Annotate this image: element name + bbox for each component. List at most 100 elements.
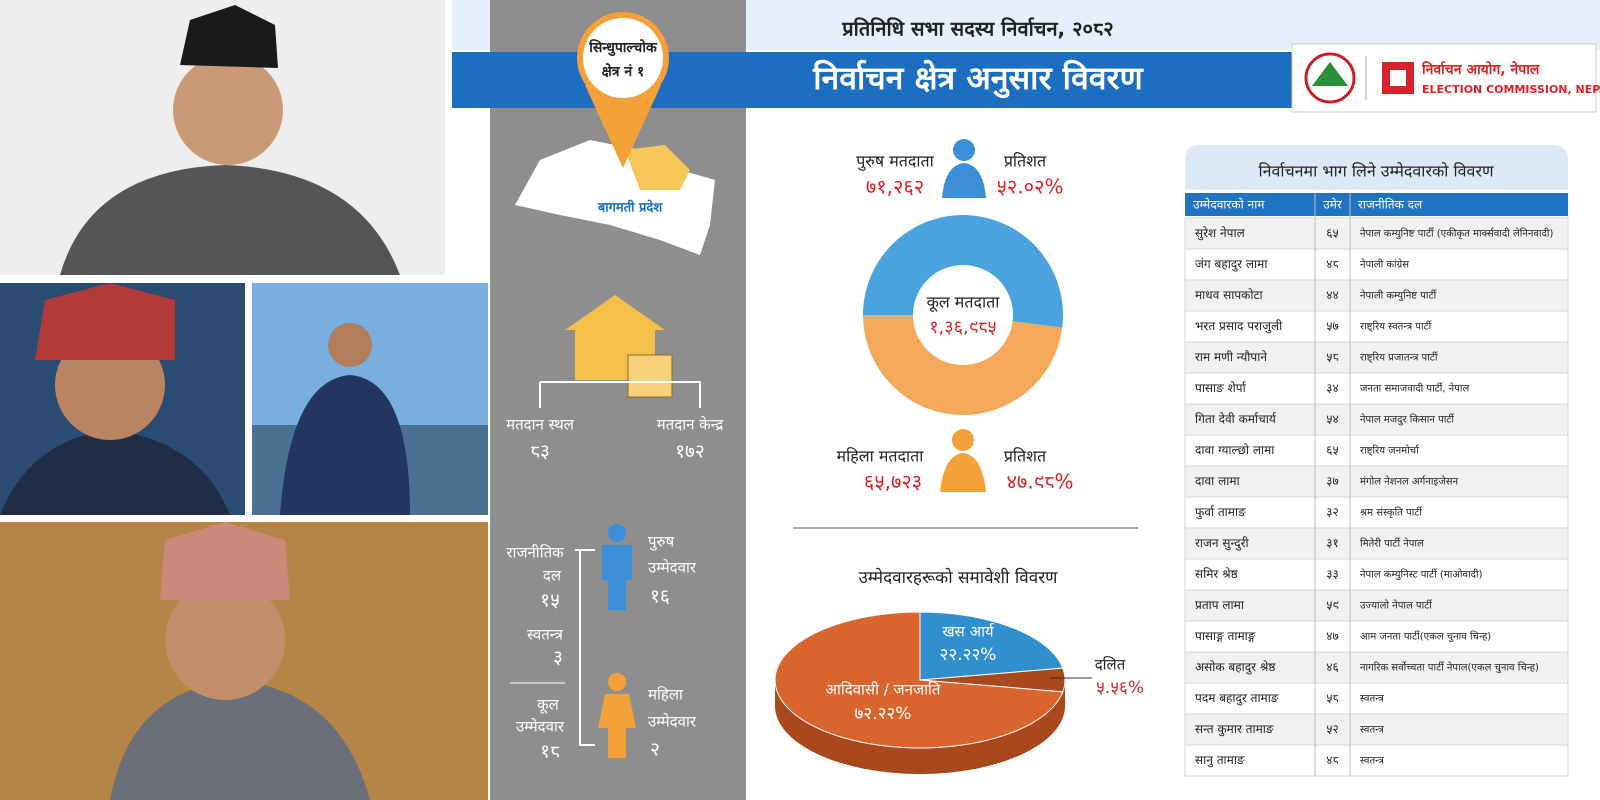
- table-cell: ४८: [1326, 753, 1338, 767]
- party-label: दल: [543, 567, 562, 585]
- table-cell: जनता समाजवादी पार्टी, नेपाल: [1360, 383, 1469, 395]
- table-cell: जंग बहादुर लामा: [1195, 257, 1268, 272]
- male-pct: ५२.०२%: [997, 175, 1064, 199]
- table-cell: राष्ट्रिय स्वतन्त्र पार्टी: [1360, 321, 1432, 333]
- title: निर्वाचन क्षेत्र अनुसार विवरण: [812, 59, 1144, 99]
- table-cell: श्रम संस्कृति पार्टी: [1360, 507, 1422, 519]
- table-cell: ३१: [1326, 536, 1338, 550]
- photo-3-body: [280, 375, 410, 515]
- male-cand-label: पुरुष: [648, 533, 674, 552]
- table-row-bg: [1184, 651, 1569, 684]
- table-cell: दावा ग्याल्छो लामा: [1195, 443, 1275, 457]
- male-icon: [608, 524, 626, 542]
- centers-label: मतदान केन्द्र: [657, 416, 725, 434]
- table-cell: नेपाली कांग्रेस: [1360, 259, 1409, 271]
- table-cell: ५८: [1326, 691, 1338, 705]
- independent-count: ३: [553, 647, 563, 669]
- photos: [0, 0, 488, 800]
- pie-segment: [919, 611, 1064, 681]
- photo-2-cap: [35, 283, 175, 360]
- female-cand-label: उम्मेदवार: [648, 713, 697, 731]
- table-cell: आम जनता पार्टी(एकल चुनाव चिन्ह): [1360, 631, 1491, 643]
- total-count: १८: [540, 741, 560, 763]
- pie-label: आदिवासी / जनजाति: [826, 681, 941, 699]
- female-pct: ४७.९८%: [1007, 470, 1074, 494]
- table-header: राजनीतिक दल: [1358, 198, 1423, 212]
- table-cell: ३७: [1326, 474, 1338, 488]
- female-pct-label: प्रतिशत: [1004, 447, 1047, 466]
- female-voters-label: महिला मतदाता: [837, 447, 925, 466]
- table-header: उमेर: [1323, 198, 1343, 212]
- table-header: उम्मेदवारको नाम: [1193, 198, 1265, 212]
- table-cell: ५२: [1326, 722, 1338, 736]
- man-icon: [953, 139, 975, 161]
- male-icon-body: [602, 545, 632, 610]
- emblem-mountain: [1312, 62, 1348, 86]
- table-cell: स्वतन्त्र: [1360, 756, 1384, 767]
- table-row-bg: [1184, 217, 1569, 250]
- independent-label: स्वतन्त्र: [527, 626, 564, 644]
- pin: [577, 12, 669, 104]
- places-label: मतदान स्थल: [506, 416, 575, 434]
- table-cell: ५९: [1326, 598, 1338, 612]
- table-row-bg: [1184, 744, 1569, 777]
- female-voters: ६५,७२३: [864, 470, 922, 494]
- constituency-name: क्षेत्र नं १: [602, 63, 645, 80]
- photo-1-head: [173, 55, 283, 165]
- woman-icon: [952, 429, 974, 451]
- photo-1-body: [60, 165, 400, 275]
- inclusion-title: उम्मेदवारहरूको समावेशी विवरण: [859, 567, 1059, 588]
- table-cell: स्वतन्त्र: [1360, 725, 1384, 736]
- photo-1-cap: [180, 5, 278, 68]
- table-row-bg: [1184, 496, 1569, 529]
- table-row-bg: [1184, 310, 1569, 343]
- table-cell: प्रताप लामा: [1195, 598, 1245, 612]
- table-cell: ४६: [1326, 660, 1338, 674]
- table-cell: राजन सुन्दुरी: [1195, 536, 1249, 551]
- female-icon-body: [598, 694, 636, 758]
- table-cell: पासाङ शेर्पा: [1195, 381, 1247, 395]
- photo-4-body: [110, 680, 370, 800]
- pie: खस आर्य २२.२२% दलित ५.५६% आदिवासी / जनजाति ७२…: [774, 611, 1144, 774]
- pie-label: दलित: [1095, 656, 1126, 674]
- male-voters: ७१,२६२: [866, 175, 924, 199]
- table-cell: नागरिक सर्वोच्चता पार्टी नेपाल(एकल चुनाव…: [1360, 662, 1539, 674]
- donut-hole: [913, 265, 1013, 365]
- total-voters: १,३६,९८५: [929, 317, 997, 338]
- map-province: [625, 145, 690, 190]
- table-cell: ३३: [1326, 567, 1338, 581]
- table-cell: दावा लामा: [1195, 474, 1240, 488]
- table-cell: ६५: [1326, 443, 1338, 457]
- table-header-bg: [1185, 193, 1568, 216]
- table-cell: राष्ट्रिय जनमोर्चा: [1360, 445, 1420, 457]
- ballot-box: [627, 354, 673, 398]
- table-cell: राष्ट्रिय प्रजातन्त्र पार्टी: [1360, 352, 1438, 364]
- table-cell: फुर्वा तामाङ: [1195, 505, 1246, 520]
- table-cell: गिता देवी कर्माचार्य: [1195, 412, 1277, 426]
- arrows: [539, 381, 701, 408]
- male-cand-label: उम्मेदवार: [648, 559, 697, 577]
- table-cell: ६५: [1326, 226, 1338, 240]
- places: ८३: [530, 441, 550, 463]
- table-cell: ३२: [1326, 505, 1338, 519]
- table-row-bg: [1184, 713, 1569, 746]
- table-row-bg: [1184, 248, 1569, 281]
- pin-tail: [585, 85, 661, 168]
- table-cell: सन्त कुमार तामाङ: [1195, 722, 1274, 737]
- photo-4-cap: [160, 522, 290, 600]
- male-voters-label: पुरुष मतदाता: [856, 152, 934, 172]
- table-row-bg: [1184, 434, 1569, 467]
- table-cell: नेपाल मजदुर किसान पार्टी: [1360, 414, 1454, 426]
- commission-en: ELECTION COMMISSION, NEPAL: [1422, 83, 1600, 96]
- photo-3-head: [328, 323, 372, 367]
- table-cell: मितेरी पार्टी नेपाल: [1360, 538, 1424, 550]
- pie-value: ५.५६%: [1096, 678, 1144, 698]
- pie-label: खस आर्य: [942, 623, 994, 641]
- photo-2-body: [0, 430, 230, 515]
- pie-segment: [774, 611, 1064, 749]
- table-cell: असोक बहादुर श्रेष्ठ: [1195, 660, 1276, 675]
- donut-segment: [863, 315, 1063, 416]
- table-cell: समिर श्रेष्ठ: [1195, 567, 1239, 581]
- photo-4-head: [165, 580, 285, 700]
